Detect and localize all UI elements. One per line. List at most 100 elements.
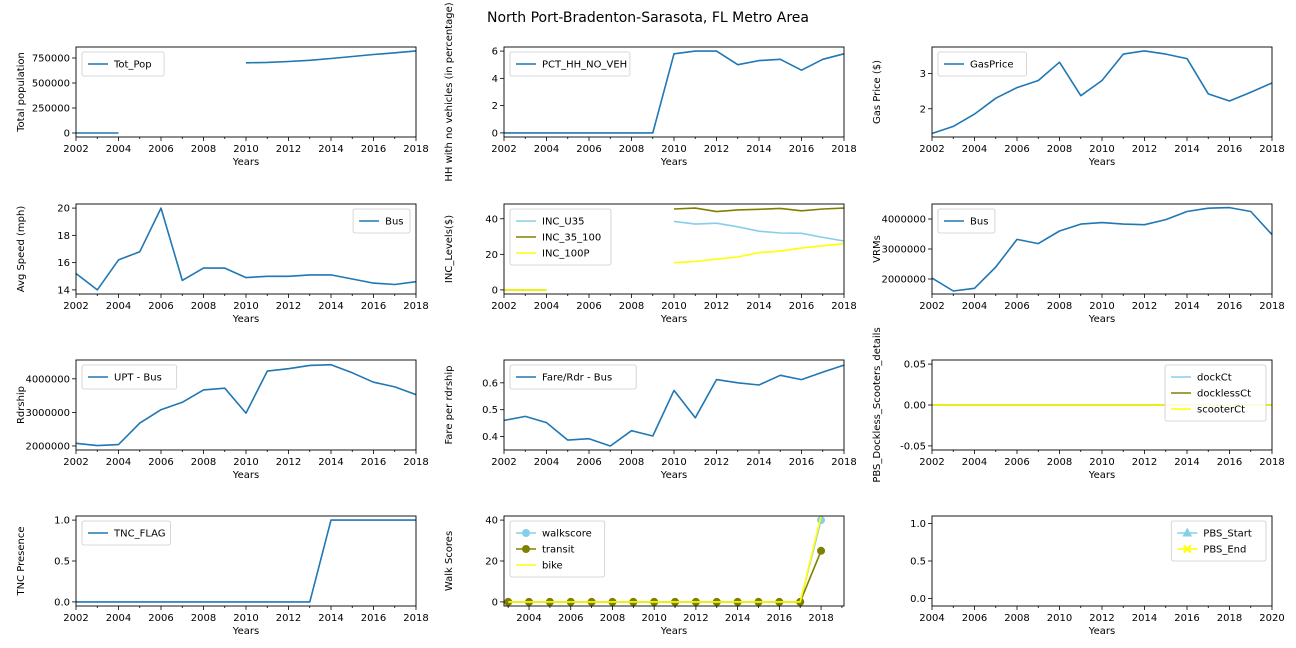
x-tick-label: 2018 bbox=[1259, 301, 1284, 312]
subplot-10: 2002 2004 2006 2008 2010 2012 2014 2016 2018 0.0 0… bbox=[16, 515, 429, 637]
subplot-3: 2002 2004 2006 2008 2010 2012 2014 2016 2018 2 3 Ye… bbox=[872, 46, 1285, 168]
x-tick-label: 2016 bbox=[361, 457, 386, 468]
y-tick-label: 250000 bbox=[32, 104, 70, 115]
x-tick-label: 2008 bbox=[191, 144, 216, 155]
x-tick-label: 2010 bbox=[233, 457, 258, 468]
x-tick-label: 2016 bbox=[789, 144, 814, 155]
legend-box bbox=[937, 208, 996, 234]
legend-label: Bus bbox=[970, 217, 988, 228]
legend-box bbox=[352, 208, 411, 234]
x-tick-label: 2014 bbox=[746, 301, 771, 312]
y-tick-label: 1.0 bbox=[910, 519, 926, 530]
x-tick-label: 2010 bbox=[1089, 457, 1114, 468]
legend: Bus bbox=[937, 208, 996, 234]
legend-label: bike bbox=[542, 561, 563, 572]
x-tick-label: 2016 bbox=[789, 301, 814, 312]
y-tick-label: 14 bbox=[57, 285, 70, 296]
legend-box bbox=[509, 51, 631, 77]
series-line-3 bbox=[504, 242, 845, 291]
y-tick-label: 2000000 bbox=[25, 441, 70, 452]
legend-box bbox=[509, 520, 606, 578]
x-tick-label: 2004 bbox=[534, 457, 559, 468]
x-tick-label: 2004 bbox=[106, 301, 131, 312]
data-point bbox=[817, 546, 826, 555]
y-tick-label: 0.5 bbox=[482, 405, 498, 416]
legend-label: Tot_Pop bbox=[113, 60, 152, 71]
x-tick-label: 2008 bbox=[191, 301, 216, 312]
y-axis-label: Total population bbox=[16, 52, 27, 133]
x-tick-label: 2002 bbox=[919, 457, 944, 468]
x-tick-label: 2012 bbox=[276, 613, 301, 624]
subplot-11: 2004 2006 2008 2010 2012 2014 2016 2018 0 20 40 Yea… bbox=[444, 515, 845, 637]
subplot-4: 2002 2004 2006 2008 2010 2012 2014 2016 20181416… bbox=[16, 203, 429, 325]
y-axis-label: Fare per rdrship bbox=[444, 365, 455, 444]
y-tick-label: 40 bbox=[485, 214, 498, 225]
y-tick-label: 0 bbox=[492, 128, 498, 139]
y-tick-label: 0.6 bbox=[482, 378, 498, 389]
legend-box bbox=[81, 364, 178, 390]
x-tick-label: 2016 bbox=[361, 613, 386, 624]
x-tick-label: 2008 bbox=[1047, 457, 1072, 468]
legend-box bbox=[509, 364, 637, 390]
legend: INC_U35 INC_35_100 INC_100P bbox=[509, 208, 612, 266]
series-line-1 bbox=[75, 207, 417, 291]
figure-title: North Port-Bradenton-Sarasota, FL Metro … bbox=[487, 10, 809, 26]
x-tick-label: 2016 bbox=[1174, 613, 1199, 624]
x-tick-label: 2012 bbox=[276, 144, 301, 155]
x-tick-label: 2016 bbox=[1217, 301, 1242, 312]
x-tick-label: 2002 bbox=[63, 457, 88, 468]
legend: Tot_Pop bbox=[81, 51, 165, 77]
legend-label: PBS_Start bbox=[1203, 529, 1252, 540]
x-tick-label: 2016 bbox=[1217, 457, 1242, 468]
y-tick-label: 3000000 bbox=[25, 408, 70, 419]
y-tick-label: 0.00 bbox=[904, 401, 926, 412]
y-tick-label: 0.5 bbox=[910, 557, 926, 568]
x-tick-label: 2004 bbox=[516, 613, 541, 624]
series-line-3 bbox=[508, 515, 822, 603]
y-axis-label: Walk Scores bbox=[444, 531, 455, 591]
x-tick-label: 2002 bbox=[63, 144, 88, 155]
x-tick-label: 2018 bbox=[403, 144, 428, 155]
x-tick-label: 2012 bbox=[683, 613, 708, 624]
x-tick-label: 2002 bbox=[919, 301, 944, 312]
x-tick-label: 2010 bbox=[661, 457, 686, 468]
y-axis-label: PBS_Dockless_Scooters_details bbox=[872, 327, 883, 482]
legend: walkscore transit bike bbox=[509, 520, 606, 578]
x-tick-label: 2008 bbox=[1047, 301, 1072, 312]
x-axis-label: Years bbox=[660, 626, 687, 637]
y-tick-label: 16 bbox=[57, 258, 70, 269]
x-tick-label: 2014 bbox=[1174, 144, 1199, 155]
x-tick-label: 2016 bbox=[789, 457, 814, 468]
legend-marker bbox=[1182, 527, 1193, 537]
x-axis-label: Years bbox=[660, 314, 687, 325]
x-tick-label: 2018 bbox=[1217, 613, 1242, 624]
y-tick-label: 20 bbox=[485, 250, 498, 261]
x-tick-label: 2018 bbox=[1259, 457, 1284, 468]
x-tick-label: 2004 bbox=[962, 457, 987, 468]
y-tick-label: 40 bbox=[485, 516, 498, 527]
y-tick-label: 3 bbox=[920, 69, 926, 80]
x-tick-label: 2012 bbox=[1132, 144, 1157, 155]
series-line-1 bbox=[931, 50, 1273, 135]
legend-box bbox=[509, 208, 612, 266]
x-tick-label: 2012 bbox=[704, 144, 729, 155]
y-tick-label: 20 bbox=[485, 557, 498, 568]
x-tick-label: 2004 bbox=[534, 144, 559, 155]
series-line-1 bbox=[931, 206, 1273, 292]
x-tick-label: 2010 bbox=[1089, 144, 1114, 155]
x-tick-label: 2018 bbox=[403, 301, 428, 312]
legend: PBS_Start PBS_End bbox=[1170, 520, 1267, 562]
legend-label: dockCt bbox=[1197, 373, 1232, 384]
subplot-5: 2002 2004 2006 2008 2010 2012 2014 2016 2018 0 20 4… bbox=[444, 203, 857, 325]
x-tick-label: 2012 bbox=[1132, 301, 1157, 312]
x-tick-label: 2018 bbox=[403, 457, 428, 468]
x-axis-label: Years bbox=[232, 314, 259, 325]
y-tick-label: 4000000 bbox=[881, 215, 926, 226]
x-tick-label: 2010 bbox=[233, 613, 258, 624]
x-tick-label: 2014 bbox=[318, 301, 343, 312]
y-tick-label: 0 bbox=[64, 129, 70, 140]
legend-label: transit bbox=[542, 545, 574, 556]
legend-box bbox=[1170, 520, 1267, 562]
y-axis-label: TNC Presence bbox=[16, 527, 27, 597]
